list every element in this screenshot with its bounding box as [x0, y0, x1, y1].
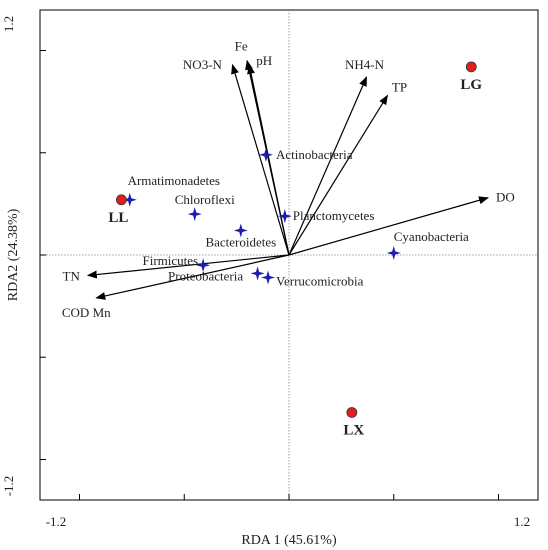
vector-label-do: DO: [496, 190, 515, 205]
species-label-bacteroidetes: Bacteroidetes: [205, 234, 276, 249]
vector-no3-n: [231, 63, 290, 256]
axis-ticks: [40, 50, 499, 500]
vector-label-tn: TN: [63, 268, 81, 283]
site-marker-ll: [116, 194, 127, 206]
species-marker-firmicutes: [196, 258, 211, 273]
species-label-proteobacteria: Proteobacteria: [168, 268, 243, 283]
site-marker-lg: [465, 61, 477, 73]
axis-labels: -1.2 1.2 1.2 -1.2 RDA 1 (45.61%) RDA2 (2…: [1, 16, 530, 548]
site-label-ll: LL: [108, 210, 128, 226]
vector-cod-mn: [95, 254, 290, 300]
site-points: LG LL LX: [108, 61, 482, 438]
y-axis-title: RDA2 (24.38%): [6, 208, 21, 301]
vector-label-cod-mn: COD Mn: [62, 305, 111, 320]
species-label-verrucomicrobia: Verrucomicrobia: [276, 273, 364, 288]
species-label-planctomycetes: Planctomycetes: [293, 208, 375, 223]
vector-label-no3-n: NO3-N: [183, 57, 223, 72]
species-marker-proteobacteria: [250, 266, 265, 281]
vector-nh4-n: [288, 76, 368, 256]
vector-ph: [247, 63, 290, 256]
species-label-firmicutes: Firmicutes: [142, 253, 198, 268]
species-label-chloroflexi: Chloroflexi: [175, 192, 235, 207]
species-points: Actinobacteria Armatimonadetes Chloroflexi…: [122, 147, 469, 288]
vector-do: [288, 196, 489, 256]
vector-label-fe: Fe: [235, 39, 248, 54]
site-label-lg: LG: [460, 77, 482, 93]
x-axis-title: RDA 1 (45.61%): [241, 533, 337, 548]
vector-label-tp: TP: [392, 79, 407, 94]
vector-label-ph: pH: [256, 53, 272, 68]
species-marker-actinobacteria: [258, 147, 273, 162]
y-tick-max: 1.2: [1, 16, 16, 32]
species-label-actinobacteria: Actinobacteria: [276, 147, 353, 162]
species-marker-cyanobacteria: [386, 245, 401, 260]
y-tick-min: -1.2: [1, 476, 16, 497]
species-marker-armatimonadetes: [122, 192, 137, 207]
species-marker-planctomycetes: [277, 209, 292, 224]
x-tick-max: 1.2: [514, 514, 530, 529]
vector-tn: [86, 254, 290, 279]
site-marker-lx: [346, 407, 358, 418]
vector-label-nh4-n: NH4-N: [345, 57, 385, 72]
species-marker-verrucomicrobia: [261, 270, 276, 285]
species-label-cyanobacteria: Cyanobacteria: [394, 229, 469, 244]
species-marker-chloroflexi: [187, 207, 202, 222]
species-label-armatimonadetes: Armatimonadetes: [128, 173, 220, 188]
x-tick-min: -1.2: [46, 514, 67, 529]
species-marker-bacteroidetes: [233, 223, 248, 238]
site-label-lx: LX: [343, 422, 364, 438]
vector-tp: [288, 94, 388, 256]
